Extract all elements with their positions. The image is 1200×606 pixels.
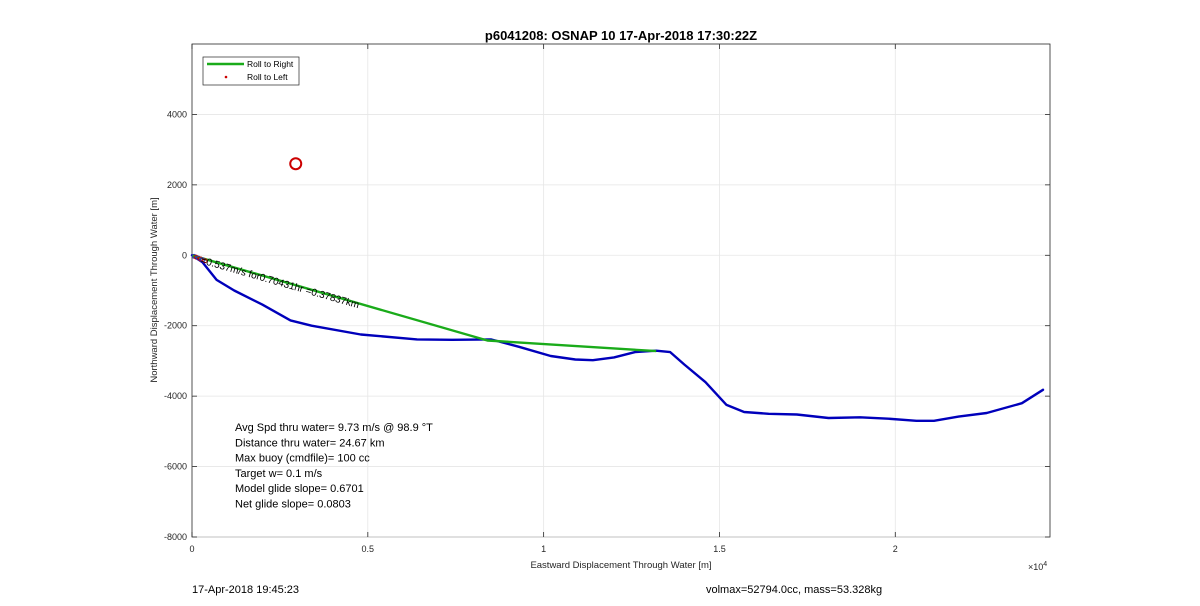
footer-volmax-mass: volmax=52794.0cc, mass=53.328kg — [706, 584, 882, 596]
plot-area — [191, 43, 1051, 538]
series-group — [190, 157, 1045, 422]
x-tick-label-0: 0 — [189, 544, 194, 554]
legend-box — [202, 56, 300, 86]
stat-line-3: Target w= 0.1 m/s — [235, 468, 323, 480]
x-axis-multiplier-exponent: 4 — [1043, 561, 1047, 568]
stat-line-2: Max buoy (cmdfile)= 100 cc — [235, 453, 370, 465]
start-marker-1 — [193, 254, 199, 260]
x-axis-ticks: 0 0.5 1 1.5 2 — [189, 44, 898, 554]
chart-title: p6041208: OSNAP 10 17-Apr-2018 17:30:22Z — [485, 28, 757, 43]
stat-line-0: Avg Spd thru water= 9.73 m/s @ 98.9 °T — [235, 422, 433, 434]
footer-timestamp: 17-Apr-2018 19:45:23 — [192, 584, 299, 596]
legend-label-roll-left: Roll to Left — [247, 72, 288, 82]
legend-dot-roll-left — [224, 75, 228, 79]
start-marker-5 — [202, 258, 208, 264]
roll-right-line — [191, 254, 657, 353]
x-axis-label: Eastward Displacement Through Water [m] — [530, 560, 711, 571]
grid-lines — [192, 44, 1050, 538]
y-tick-label-4: 0 — [182, 250, 187, 260]
start-marker-2 — [195, 255, 201, 261]
y-tick-label-2: -4000 — [164, 391, 187, 401]
x-axis-multiplier-base: ×10 — [1028, 562, 1043, 572]
x-tick-label-4: 2 — [893, 544, 898, 554]
y-axis-ticks: -8000 -6000 -4000 -2000 0 2000 4000 — [164, 109, 1050, 542]
target-circle — [289, 157, 303, 171]
stats-block: Avg Spd thru water= 9.73 m/s @ 98.9 °T Di… — [235, 422, 433, 511]
x-axis-multiplier: ×104 — [1028, 561, 1047, 572]
legend-label-roll-right: Roll to Right — [247, 59, 294, 69]
stat-line-1: Distance thru water= 24.67 km — [235, 437, 385, 449]
stat-line-5: Net glide slope= 0.0803 — [235, 499, 351, 511]
start-marker-4 — [200, 257, 206, 263]
x-tick-label-3: 1.5 — [713, 544, 726, 554]
y-tick-label-1: -6000 — [164, 462, 187, 472]
x-tick-label-1: 0.5 — [362, 544, 375, 554]
start-marker-0 — [191, 253, 197, 259]
stat-line-4: Model glide slope= 0.6701 — [235, 483, 364, 495]
y-axis-label: Northward Displacement Through Water [m] — [149, 197, 160, 382]
y-tick-label-6: 4000 — [167, 109, 187, 119]
legend: Roll to Right Roll to Left — [202, 56, 300, 86]
y-tick-label-5: 2000 — [167, 180, 187, 190]
y-tick-label-0: -8000 — [164, 532, 187, 542]
start-marker-3 — [198, 256, 204, 262]
y-tick-label-3: -2000 — [164, 321, 187, 331]
x-tick-label-2: 1 — [541, 544, 546, 554]
